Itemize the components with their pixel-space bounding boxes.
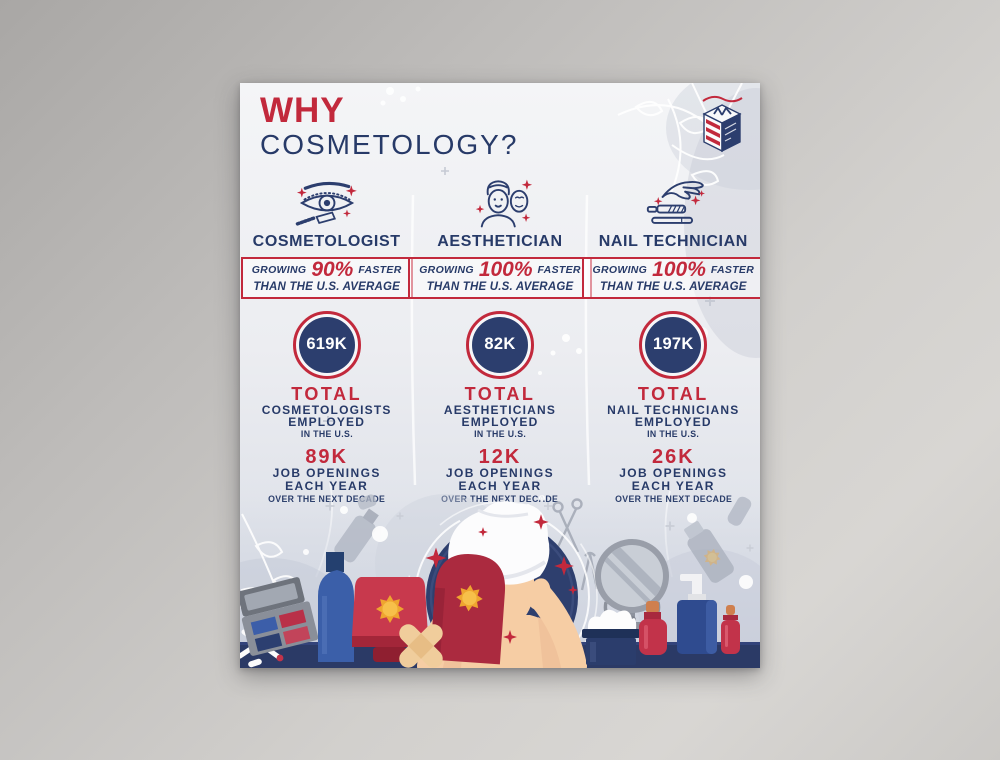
makeup-palette: [240, 577, 319, 656]
aacs-logo: [702, 95, 743, 153]
scene-illustration: [240, 494, 760, 668]
employed-stat-ring: 82K: [465, 310, 534, 379]
openings-line1: JOB OPENINGS: [619, 465, 728, 480]
openings-line1: JOB OPENINGS: [272, 465, 381, 480]
column-title: AESTHETICIAN: [437, 233, 563, 250]
openings-line2: EACH YEAR: [458, 479, 542, 494]
growth-suffix: FASTER: [710, 264, 755, 277]
employed-stat-value: 82K: [471, 316, 528, 373]
red-cork-bottle: [639, 601, 667, 655]
growth-line2: THAN THE U.S. AVERAGE: [599, 280, 747, 293]
openings-line1: JOB OPENINGS: [445, 465, 555, 480]
total-line2: EMPLOYED: [634, 415, 712, 430]
openings-line2: EACH YEAR: [631, 479, 715, 494]
employed-stat-ring: 197K: [639, 310, 708, 379]
column-dividers: [410, 194, 591, 486]
facial-mask-icon: [475, 179, 533, 228]
infographic-poster: WHY COSMETOLOGY?: [240, 83, 760, 668]
employed-label-block: TOTAL NAIL TECHNICIANS EMPLOYED IN THE U…: [607, 383, 740, 440]
growth-line2: THAN THE U.S. AVERAGE: [253, 280, 400, 293]
growth-suffix: FASTER: [358, 264, 402, 277]
faded-cosmetics-silhouettes: [334, 494, 752, 591]
stat-columns: COSMETOLOGIST GROWING 90% FASTER THAN TH…: [240, 175, 760, 505]
total-line1: NAIL TECHNICIANS: [607, 402, 740, 417]
growth-prefix: GROWING: [419, 264, 474, 277]
title-why: WHY: [260, 91, 345, 130]
total-line3: IN THE U.S.: [300, 428, 353, 440]
total-line3: IN THE U.S.: [647, 428, 700, 440]
lotion-pump-bottle: [677, 574, 717, 654]
employed-stat-value: 619K: [298, 316, 355, 373]
total-line2: EMPLOYED: [288, 415, 366, 430]
total-line1: AESTHETICIANS: [443, 402, 557, 417]
total-line1: COSMETOLOGISTS: [261, 402, 392, 417]
growth-prefix: GROWING: [592, 264, 648, 277]
total-word: TOTAL: [464, 383, 536, 404]
total-line3: IN THE U.S.: [473, 428, 527, 440]
dropper-bottle: [721, 605, 740, 654]
growth-percent: 100%: [652, 258, 706, 281]
total-line2: EMPLOYED: [461, 415, 539, 430]
scissors-silhouette: [552, 498, 583, 553]
employed-stat-value: 197K: [645, 316, 702, 373]
openings-value: 12K: [478, 445, 522, 468]
column-title: COSMETOLOGIST: [252, 233, 401, 250]
employed-label-block: TOTAL AESTHETICIANS EMPLOYED IN THE U.S.: [443, 383, 557, 440]
total-word: TOTAL: [291, 383, 363, 404]
blue-bottle: [318, 552, 354, 662]
growth-percent: 100%: [478, 258, 533, 281]
openings-value: 89K: [305, 445, 349, 468]
poster-title: WHY COSMETOLOGY?: [260, 93, 518, 159]
column-nail-technician: NAIL TECHNICIAN GROWING 100% FASTER THAN…: [581, 175, 760, 505]
openings-line2: EACH YEAR: [285, 479, 369, 494]
growth-prefix: GROWING: [251, 264, 307, 277]
cream-jar: [582, 609, 640, 665]
employed-label-block: TOTAL COSMETOLOGISTS EMPLOYED IN THE U.S…: [261, 383, 392, 440]
sunscreen-tube-front: [352, 577, 428, 662]
sunscreen-tube-back: [430, 554, 505, 665]
column-aesthetician: AESTHETICIAN GROWING 100% FASTER THAN TH…: [408, 175, 592, 505]
growth-suffix: FASTER: [537, 264, 581, 277]
growth-badge: GROWING 100% FASTER THAN THE U.S. AVERAG…: [408, 257, 592, 299]
growth-percent: 90%: [311, 258, 354, 281]
column-cosmetologist: COSMETOLOGIST GROWING 90% FASTER THAN TH…: [240, 175, 413, 505]
openings-value: 26K: [651, 445, 695, 468]
column-title: NAIL TECHNICIAN: [598, 233, 748, 250]
eye-makeup-icon: [295, 181, 357, 226]
growth-line2: THAN THE U.S. AVERAGE: [426, 280, 574, 293]
total-word: TOTAL: [637, 383, 709, 404]
bandage: [399, 624, 443, 668]
title-cosmetology: COSMETOLOGY?: [260, 129, 519, 160]
growth-badge: GROWING 90% FASTER THAN THE U.S. AVERAGE: [240, 257, 413, 299]
growth-badge: GROWING 100% FASTER THAN THE U.S. AVERAG…: [581, 257, 760, 299]
employed-stat-ring: 619K: [292, 310, 361, 379]
manicure-hand-icon: [647, 181, 706, 224]
